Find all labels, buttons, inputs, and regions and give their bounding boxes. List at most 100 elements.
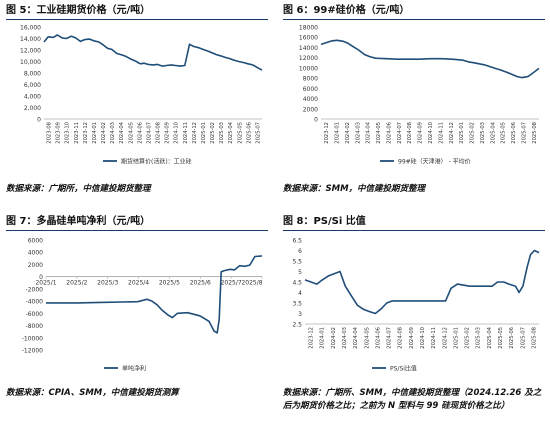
x-tick-label: 2024-05	[376, 122, 382, 144]
x-tick-label: 2025-07	[521, 122, 527, 144]
x-tick-label: 2025-02	[470, 122, 476, 144]
x-tick-label: 2025-07	[520, 327, 526, 349]
x-tick-label: 2025-01	[453, 327, 459, 349]
y-tick-label: -2000	[26, 286, 44, 293]
x-tick-label: 2025-02	[465, 327, 471, 349]
legend-label: 99#硅（天津港） - 平均价	[398, 158, 471, 166]
x-tick-label: 2024-01	[335, 122, 341, 144]
x-tick-label: 2024-12	[449, 122, 455, 144]
y-tick-label: 14000	[299, 45, 318, 52]
y-tick-label: 0	[314, 117, 318, 124]
x-tick-label: 2024-10	[174, 122, 180, 144]
series-line	[43, 34, 263, 71]
legend-label: 单吨净利	[122, 365, 146, 373]
x-tick-label: 2025-02	[210, 122, 216, 144]
x-tick-label: 2025-04	[487, 326, 493, 348]
x-tick-label: 2025/7	[221, 280, 242, 287]
x-tick-label: 2023-10	[65, 122, 71, 144]
x-tick-label: 2025-04	[490, 121, 496, 143]
legend-label: 期货结算价(活跃)：工业硅	[121, 158, 192, 166]
x-tick-label: 2025-01	[459, 122, 465, 144]
x-tick-label: 2025/8	[241, 280, 262, 287]
x-tick-label: 2025/2	[66, 280, 87, 287]
x-tick-label: 2023-11	[74, 122, 80, 144]
figure-title: 图 8：PS/Si 比值	[283, 214, 545, 231]
x-tick-label: 2025-03	[219, 122, 225, 144]
y-tick-label: 10,000	[20, 59, 41, 66]
x-tick-label: 2025-08	[532, 122, 538, 144]
chart-fig5: 0 2,000 4,000 6,000 8,000 10,000 12,000 14,000 1…	[20, 25, 263, 166]
x-tick-label: 2025-03	[476, 327, 482, 349]
x-tick-label: 2024-08	[407, 122, 413, 144]
x-tick-label: 2023-12	[309, 327, 315, 349]
y-tick-label: 18000	[299, 25, 318, 32]
panel-fig5: 图 5：工业硅期货价格（元/吨） 0 2,000 4,000 6,000 8,000 10…	[6, 3, 276, 199]
x-tick-label: 2025/6	[190, 280, 211, 287]
y-tick-label: -4000	[26, 299, 44, 306]
x-tick-label: 2024-08	[156, 122, 162, 144]
y-tick-label: 16000	[299, 35, 318, 42]
y-tick-label: 14,000	[20, 36, 41, 43]
figure-source: 数据来源：广期所，中信建投期货整理	[6, 184, 151, 194]
x-tick-label: 2024-10	[428, 122, 434, 144]
legend-label: PS/Si比值	[390, 365, 417, 373]
x-tick-label: 2024-07	[397, 122, 403, 144]
chart-fig7: -12000 -10000 -8000 -6000 -4000 -2000 0 2000 400…	[22, 238, 263, 373]
x-tick-label: 2025-03	[480, 122, 486, 144]
y-tick-label: 4,000	[24, 94, 41, 101]
x-tick-label: 2025/1	[35, 280, 56, 287]
y-tick-label: 5.5	[292, 259, 302, 266]
x-tick-label: 2024-09	[418, 122, 424, 144]
x-tick-label: 2024-06	[386, 122, 392, 144]
x-tick-label: 2025/3	[97, 280, 118, 287]
chart-fig8: 2.5 3 3.5 4 4.5 5 5.5 6 6.5 2023-12 2024-01 2024-02…	[292, 238, 540, 373]
series-line	[46, 255, 263, 334]
figure-title: 图 5：工业硅期货价格（元/吨）	[6, 3, 268, 20]
y-tick-label: 4000	[28, 250, 43, 257]
figure-title: 图 6：99#硅价格（元/吨）	[283, 3, 545, 20]
y-tick-label: 6.5	[292, 238, 302, 245]
y-tick-label: 3.5	[292, 301, 302, 308]
figure-source: 数据来源：SMM，中信建投期货整理	[283, 184, 426, 194]
x-tick-label: 2024-01	[92, 122, 98, 144]
x-tick-label: 2025-04	[228, 121, 234, 143]
x-tick-label: 2024-12	[192, 122, 198, 144]
x-tick-label: 2024-09	[165, 122, 171, 144]
figure-source: 数据来源：CPIA、SMM，中信建投期货测算	[6, 388, 179, 398]
y-tick-label: 3	[298, 311, 302, 318]
x-tick-label: 2025-06	[509, 327, 515, 349]
y-tick-label: 4000	[303, 96, 318, 103]
y-tick-label: 4.5	[292, 280, 302, 287]
x-tick-label: 2024-07	[387, 327, 393, 349]
panel-fig6: 图 6：99#硅价格（元/吨） 0 2000 4000 6000 8000 10000 12…	[283, 3, 550, 199]
x-tick-label: 2024-11	[431, 327, 437, 349]
y-tick-label: 12000	[299, 55, 318, 62]
x-tick-label: 2024-05	[364, 327, 370, 349]
y-tick-label: 2000	[28, 262, 43, 269]
x-tick-label: 2025/4	[128, 280, 149, 287]
series-line	[304, 249, 540, 315]
x-tick-label: 2024-06	[375, 327, 381, 349]
y-tick-label: 0	[39, 274, 43, 281]
y-tick-label: 2000	[303, 106, 318, 113]
x-tick-label: 2023-09	[56, 122, 62, 144]
y-tick-label: 6,000	[24, 82, 41, 89]
y-tick-label: -6000	[26, 311, 44, 318]
x-tick-label: 2024-01	[320, 327, 326, 349]
x-tick-label: 2024-04	[119, 121, 125, 143]
x-tick-label: 2024-12	[442, 327, 448, 349]
x-tick-label: 2024-06	[137, 122, 143, 144]
x-tick-label: 2023-12	[83, 122, 89, 144]
panel-fig7: 图 7：多晶硅单吨净利（元/吨） -12000 -10000 -8000 -6000-…	[6, 214, 276, 420]
series-line	[320, 39, 540, 79]
x-tick-label: 2024-09	[409, 327, 415, 349]
y-tick-label: 6	[298, 248, 302, 255]
x-tick-label: 2024-03	[110, 122, 116, 144]
x-tick-label: 2024-10	[420, 327, 426, 349]
x-tick-label: 2025/5	[159, 280, 180, 287]
y-tick-label: 10000	[299, 65, 318, 72]
x-tick-label: 2024-04	[353, 326, 359, 348]
x-tick-label: 2025-08	[531, 327, 537, 349]
x-tick-label: 2025-05	[501, 122, 507, 144]
x-tick-label: 2025-05	[498, 327, 504, 349]
